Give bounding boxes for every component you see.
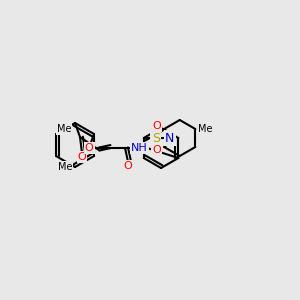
Text: S: S — [152, 131, 160, 145]
Text: O: O — [78, 152, 86, 162]
Text: O: O — [152, 121, 161, 131]
Text: O: O — [85, 143, 93, 153]
Text: Me: Me — [58, 162, 72, 172]
Text: O: O — [124, 161, 132, 171]
Text: O: O — [152, 145, 161, 155]
Text: Me: Me — [198, 124, 213, 134]
Text: NH: NH — [131, 143, 147, 153]
Text: Me: Me — [57, 124, 71, 134]
Text: N: N — [165, 131, 174, 145]
